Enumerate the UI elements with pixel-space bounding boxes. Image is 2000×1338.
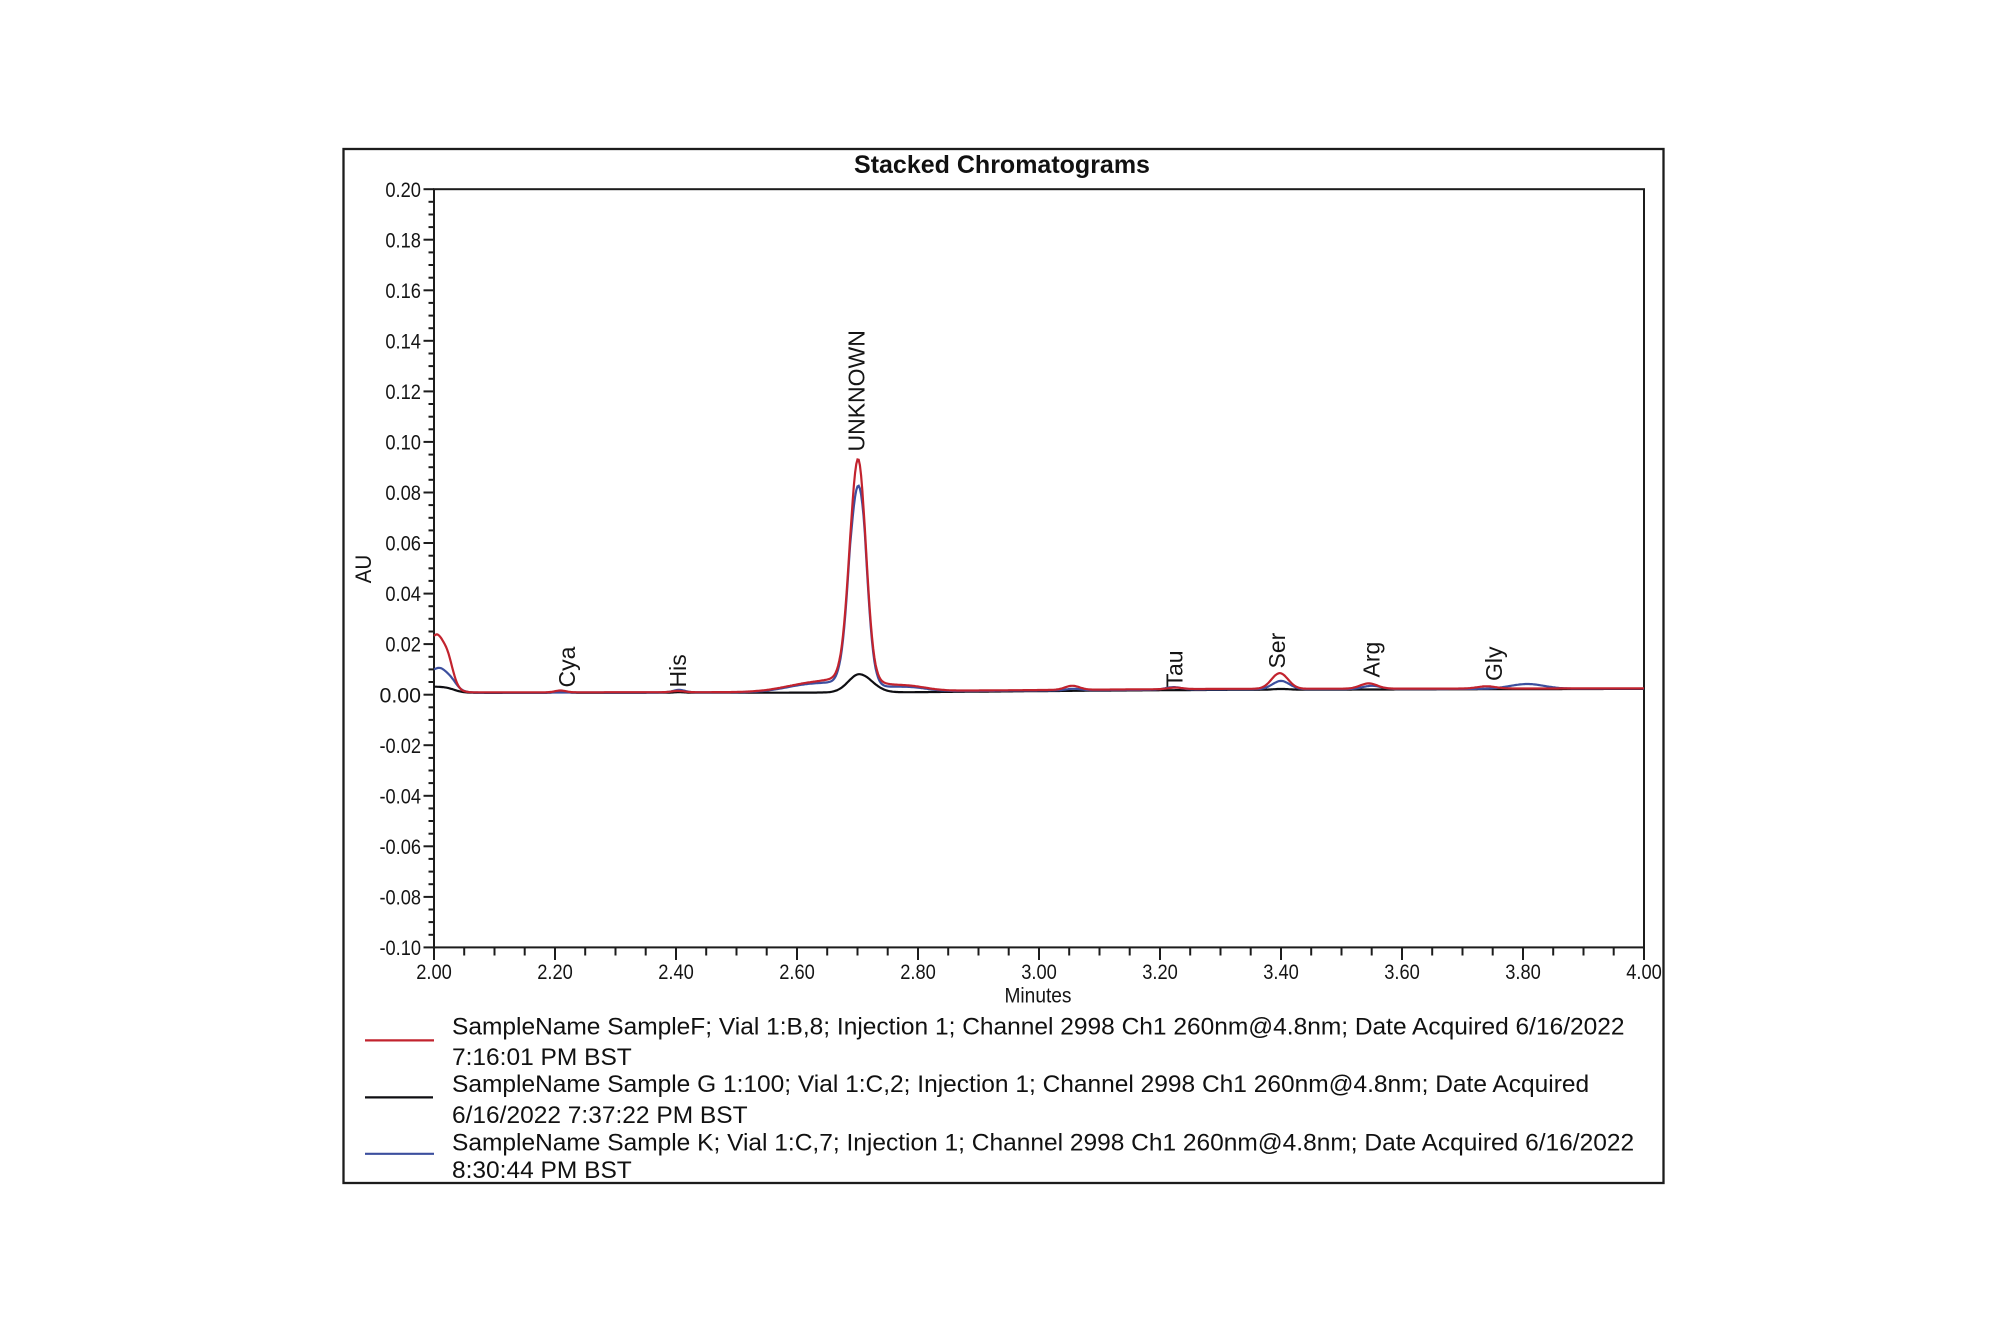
svg-text:3.80: 3.80 [1505, 960, 1541, 984]
svg-text:0.06: 0.06 [385, 532, 421, 556]
svg-text:-0.02: -0.02 [380, 734, 422, 758]
svg-text:-0.06: -0.06 [380, 835, 422, 859]
svg-text:0.16: 0.16 [385, 279, 421, 303]
svg-text:Tau: Tau [1162, 650, 1188, 687]
svg-text:0.04: 0.04 [385, 582, 421, 606]
svg-text:Minutes: Minutes [1005, 984, 1072, 1008]
svg-text:8:30:44 PM BST: 8:30:44 PM BST [452, 1157, 632, 1184]
svg-text:2.80: 2.80 [900, 960, 936, 984]
svg-text:SampleName Sample K; Vial 1:C,: SampleName Sample K; Vial 1:C,7; Injecti… [452, 1129, 1634, 1156]
svg-text:His: His [665, 654, 691, 687]
svg-text:Arg: Arg [1359, 642, 1385, 678]
svg-text:0.08: 0.08 [385, 481, 421, 505]
svg-text:2.00: 2.00 [416, 960, 452, 984]
svg-text:Gly: Gly [1481, 646, 1507, 681]
svg-text:0.00: 0.00 [380, 683, 422, 707]
svg-text:-0.04: -0.04 [380, 784, 422, 808]
svg-text:2.60: 2.60 [779, 960, 815, 984]
svg-text:2.20: 2.20 [537, 960, 573, 984]
svg-text:0.10: 0.10 [385, 431, 421, 455]
svg-text:0.02: 0.02 [385, 633, 421, 657]
svg-text:Stacked Chromatograms: Stacked Chromatograms [854, 151, 1150, 179]
svg-text:0.12: 0.12 [385, 380, 421, 404]
svg-text:UNKNOWN: UNKNOWN [844, 330, 870, 451]
svg-text:SampleName Sample G 1:100; Via: SampleName Sample G 1:100; Vial 1:C,2; I… [452, 1071, 1589, 1098]
svg-text:-0.10: -0.10 [380, 936, 422, 960]
svg-text:2.40: 2.40 [658, 960, 694, 984]
svg-text:0.20: 0.20 [385, 178, 421, 202]
svg-text:0.18: 0.18 [385, 228, 421, 252]
svg-text:Ser: Ser [1264, 632, 1290, 668]
svg-text:3.20: 3.20 [1142, 960, 1178, 984]
svg-text:3.40: 3.40 [1263, 960, 1299, 984]
svg-text:3.60: 3.60 [1384, 960, 1420, 984]
svg-text:-0.08: -0.08 [380, 886, 422, 910]
svg-text:4.00: 4.00 [1626, 960, 1662, 984]
svg-text:AU: AU [351, 555, 376, 584]
svg-text:Cya: Cya [554, 646, 580, 687]
svg-text:3.00: 3.00 [1021, 960, 1057, 984]
svg-text:SampleName SampleF; Vial 1:B,8: SampleName SampleF; Vial 1:B,8; Injectio… [452, 1013, 1625, 1040]
svg-text:0.14: 0.14 [385, 329, 421, 353]
svg-text:6/16/2022 7:37:22 PM BST: 6/16/2022 7:37:22 PM BST [452, 1102, 748, 1129]
svg-text:7:16:01 PM BST: 7:16:01 PM BST [452, 1044, 632, 1071]
